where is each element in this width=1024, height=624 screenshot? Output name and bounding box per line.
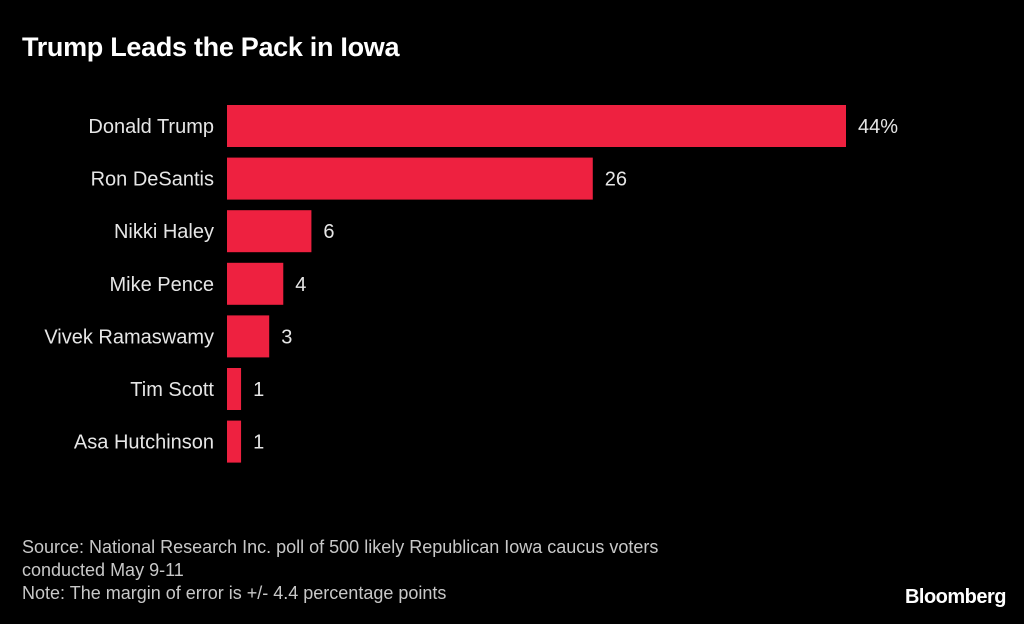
category-label: Nikki Haley xyxy=(114,221,214,243)
bar xyxy=(227,157,593,200)
category-label: Mike Pence xyxy=(110,274,215,296)
category-label: Ron DeSantis xyxy=(91,169,214,191)
value-label: 26 xyxy=(605,169,627,191)
bar xyxy=(227,210,312,253)
value-label: 4 xyxy=(295,274,306,296)
source-line-3: Note: The margin of error is +/- 4.4 per… xyxy=(22,583,447,603)
category-label: Asa Hutchinson xyxy=(74,432,214,454)
chart-title: Trump Leads the Pack in Iowa xyxy=(22,32,400,62)
category-label: Donald Trump xyxy=(88,116,214,138)
value-label: 1 xyxy=(253,432,264,454)
bars-group: Donald Trump 44% Ron DeSantis 26 Nikki Haley… xyxy=(44,105,898,463)
bloomberg-logo: Bloomberg xyxy=(904,586,1007,608)
value-label: 6 xyxy=(323,221,334,243)
bar xyxy=(227,315,270,358)
bar xyxy=(227,368,242,410)
bar xyxy=(227,105,846,147)
value-label: 3 xyxy=(281,326,292,348)
source-line-2: conducted May 9-11 xyxy=(22,560,184,580)
source-notes: Source: National Research Inc. poll of 5… xyxy=(22,536,658,605)
bar xyxy=(227,420,242,463)
category-label: Vivek Ramaswamy xyxy=(44,326,214,348)
bar xyxy=(227,262,284,305)
category-label: Tim Scott xyxy=(130,379,214,401)
value-label: 1 xyxy=(253,379,264,401)
value-label: 44% xyxy=(858,116,898,138)
source-line-1: Source: National Research Inc. poll of 5… xyxy=(22,537,659,557)
